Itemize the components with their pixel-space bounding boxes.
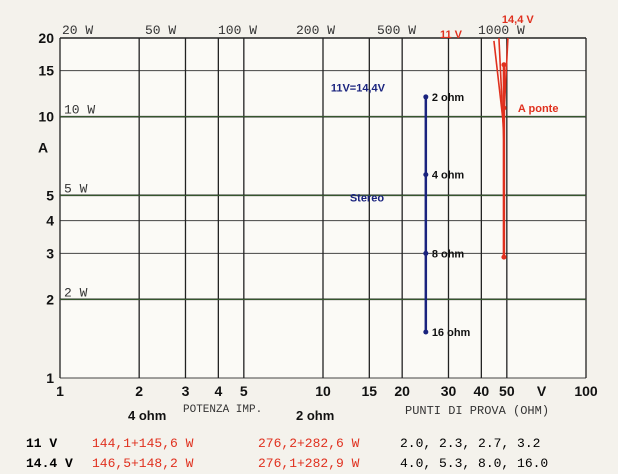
power-label: 2 W [64, 285, 88, 300]
series-label-stereo: Stereo [350, 193, 385, 205]
series-line-a-ponte-branch [503, 37, 509, 117]
data-point-stereo [423, 329, 429, 335]
point-label: 2 ohm [432, 92, 465, 104]
row-2ohm-value: 276,2+282,6 W [258, 436, 360, 451]
row-label: 11 V [26, 436, 58, 451]
y-tick-label: 1 [46, 370, 54, 386]
y-axis-label: A [38, 139, 48, 155]
x-tick-label: 3 [182, 383, 190, 399]
power-label: 1000 W [478, 23, 525, 38]
header-2-ohm: 2 ohm [296, 408, 335, 423]
annotation-voltage: 11V=14,4V [331, 82, 386, 94]
power-label: 200 W [296, 23, 335, 38]
header-punti: PUNTI DI PROVA (OHM) [405, 404, 550, 418]
power-label: 500 W [377, 23, 416, 38]
annotation-14v: 14,4 V [502, 14, 534, 26]
table-row: 14.4 V 146,5+148,2 W 276,1+282,9 W 4.0, … [26, 454, 616, 474]
power-label: 5 W [64, 181, 88, 196]
y-tick-label: 4 [46, 213, 54, 229]
table-row: 11 V 144,1+145,6 W 276,2+282,6 W 2.0, 2.… [26, 434, 616, 454]
row-4ohm-value: 144,1+145,6 W [92, 436, 194, 451]
point-label: 8 ohm [432, 248, 465, 260]
x-tick-label: 30 [441, 383, 457, 399]
annotation-11v: 11 V [440, 29, 463, 41]
x-tick-label: 20 [394, 383, 410, 399]
data-point-a-ponte [501, 254, 507, 260]
x-tick-label: 5 [240, 383, 248, 399]
x-tick-label: 2 [135, 383, 143, 399]
x-tick-label: 50 [499, 383, 515, 399]
x-tick-label: 100 [574, 383, 598, 399]
row-2ohm-value: 276,1+282,9 W [258, 456, 360, 471]
y-tick-label: 10 [38, 109, 54, 125]
data-point-stereo [423, 172, 429, 178]
y-tick-label: 3 [46, 245, 54, 261]
power-label: 10 W [64, 103, 95, 118]
series-line-a-ponte-branch [498, 37, 505, 143]
x-tick-label: 1 [56, 383, 64, 399]
y-tick-label: 20 [38, 30, 54, 46]
data-point-a-ponte [501, 105, 507, 111]
data-point-stereo [423, 94, 429, 100]
x-tick-label: 15 [362, 383, 378, 399]
header-4-ohm: 4 ohm [128, 408, 167, 423]
data-point-stereo [423, 250, 429, 256]
row-label: 14.4 V [26, 456, 73, 471]
power-label: 20 W [62, 23, 93, 38]
point-label: 4 ohm [432, 170, 465, 182]
data-point-a-ponte [501, 62, 507, 68]
y-tick-label: 5 [46, 187, 54, 203]
row-punti-value: 4.0, 5.3, 8.0, 16.0 [400, 456, 549, 471]
x-unit-label: V [537, 383, 547, 399]
x-tick-label: 40 [474, 383, 490, 399]
y-tick-label: 15 [38, 63, 54, 79]
results-table: 11 V 144,1+145,6 W 276,2+282,6 W 2.0, 2.… [26, 434, 616, 474]
power-label: 50 W [145, 23, 176, 38]
x-tick-label: 10 [315, 383, 331, 399]
point-label: 16 ohm [432, 327, 471, 339]
y-tick-label: 2 [46, 291, 54, 307]
header-potenza: POTENZA IMP. [183, 404, 263, 416]
row-punti-value: 2.0, 2.3, 2.7, 3.2 [400, 436, 541, 451]
series-label-a-ponte: A ponte [518, 103, 559, 115]
row-4ohm-value: 146,5+148,2 W [92, 456, 194, 471]
x-tick-label: 4 [214, 383, 222, 399]
power-chart: 1 2 3 4 5 10 15 20 1 2 3 4 5 10 15 20 30 40 50 100 2 W 5 W 10 … [38, 14, 598, 399]
power-label: 100 W [218, 23, 257, 38]
